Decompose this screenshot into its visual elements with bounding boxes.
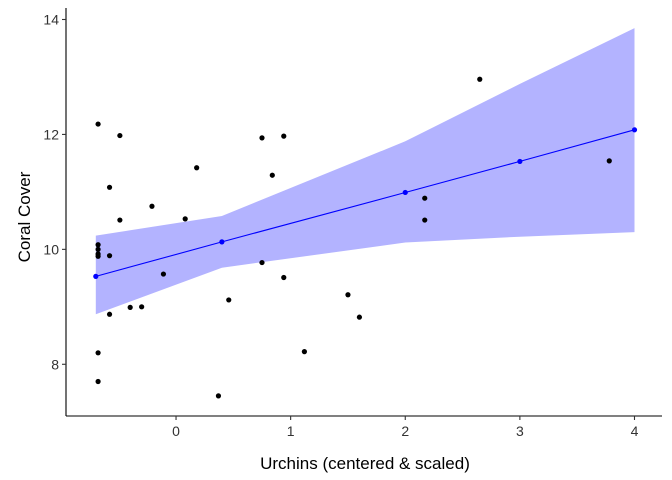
x-tick-label: 3 [516, 423, 524, 439]
y-tick-label: 10 [43, 241, 59, 257]
x-axis-title: Urchins (centered & scaled) [260, 454, 470, 473]
data-point [95, 242, 101, 248]
axes [65, 8, 662, 417]
data-point [160, 271, 167, 277]
data-point [422, 195, 428, 201]
fit-point [402, 189, 408, 196]
data-point [95, 378, 101, 385]
fit-point [219, 239, 225, 245]
confidence-band-layer [95, 28, 635, 315]
data-point [95, 350, 101, 356]
data-point [215, 393, 222, 399]
data-point [226, 297, 232, 303]
data-point [301, 349, 307, 355]
data-point [95, 253, 101, 259]
x-tick-label: 2 [401, 423, 409, 439]
data-point [356, 314, 363, 320]
fit-point [517, 158, 523, 165]
data-point [606, 158, 612, 164]
y-axis-title: Coral Cover [15, 171, 34, 262]
x-tick-label: 1 [287, 423, 295, 439]
fit-point [93, 273, 99, 279]
y-tick-label: 14 [43, 11, 59, 27]
data-point [106, 184, 113, 190]
data-point [194, 165, 200, 171]
data-point [95, 121, 101, 127]
data-point [149, 203, 155, 209]
data-point [117, 217, 123, 223]
data-point [345, 292, 351, 298]
data-point [281, 274, 287, 281]
data-point [106, 311, 113, 317]
data-point [139, 304, 145, 310]
data-point [477, 76, 483, 82]
x-tick-label: 0 [172, 423, 180, 439]
data-point [422, 217, 428, 223]
fit-line-layer [93, 127, 638, 279]
data-point [281, 133, 287, 139]
data-point [127, 304, 133, 310]
data-point [269, 172, 275, 178]
fit-point [631, 127, 638, 133]
data-point [95, 246, 101, 252]
data-point [259, 135, 265, 141]
data-point [117, 132, 123, 139]
data-point [106, 253, 113, 259]
data-points-layer [95, 76, 612, 399]
x-tick-label: 4 [631, 423, 639, 439]
y-tick-label: 8 [51, 356, 59, 372]
y-tick-label: 12 [43, 126, 59, 142]
confidence-band [95, 28, 635, 315]
data-point [182, 216, 188, 222]
data-point [259, 259, 265, 266]
